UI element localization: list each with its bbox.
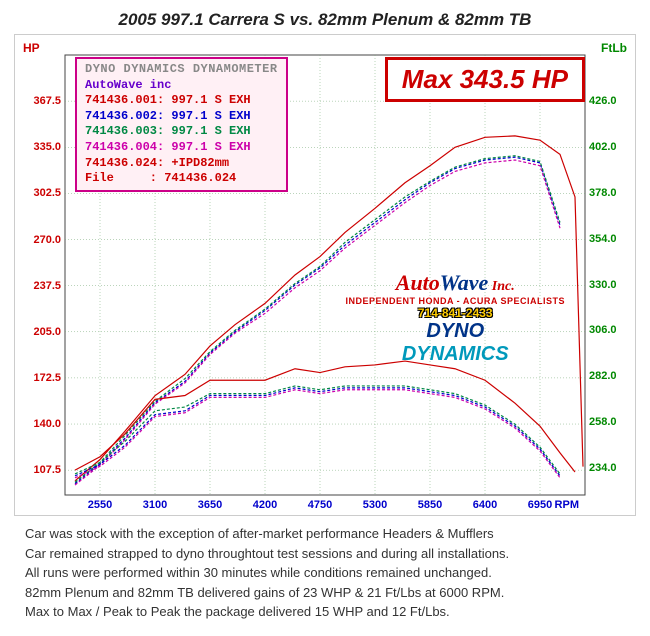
hp-tick: 335.0 <box>21 141 61 153</box>
tq-tick: 354.0 <box>589 233 629 245</box>
hp-tick: 107.5 <box>21 464 61 476</box>
legend-row: 741436.002: 997.1 S EXH <box>85 109 278 125</box>
rpm-tick: 3100 <box>143 499 167 511</box>
footer-notes: Car was stock with the exception of afte… <box>25 524 625 622</box>
tq-tick: 426.0 <box>589 95 629 107</box>
legend-row: 741436.004: 997.1 S EXH <box>85 140 278 156</box>
page-title: 2005 997.1 Carrera S vs. 82mm Plenum & 8… <box>10 10 640 30</box>
tq-tick: 306.0 <box>589 324 629 336</box>
tq-tick: 282.0 <box>589 370 629 382</box>
hp-tick: 270.0 <box>21 234 61 246</box>
legend-row: 741436.003: 997.1 S EXH <box>85 124 278 140</box>
legend-row: File : 741436.024 <box>85 171 278 187</box>
legend-title: DYNO DYNAMICS DYNAMOMETER <box>85 62 278 78</box>
hp-tick: 172.5 <box>21 372 61 384</box>
tq-tick: 234.0 <box>589 462 629 474</box>
legend-box: DYNO DYNAMICS DYNAMOMETER AutoWave inc 7… <box>75 57 288 192</box>
tq-tick: 258.0 <box>589 416 629 428</box>
rpm-tick: 6400 <box>473 499 497 511</box>
rpm-tick: 2550 <box>88 499 112 511</box>
rpm-tick: 5850 <box>418 499 442 511</box>
rpm-tick: 4750 <box>308 499 332 511</box>
rpm-axis-label: RPM <box>555 499 579 511</box>
rpm-tick: 3650 <box>198 499 222 511</box>
rpm-tick: 5300 <box>363 499 387 511</box>
legend-row: 741436.001: 997.1 S EXH <box>85 93 278 109</box>
max-hp-box: Max 343.5 HP <box>385 57 585 102</box>
footer-line: Max to Max / Peak to Peak the package de… <box>25 602 625 622</box>
hp-tick: 140.0 <box>21 418 61 430</box>
footer-line: 82mm Plenum and 82mm TB delivered gains … <box>25 583 625 603</box>
footer-line: Car was stock with the exception of afte… <box>25 524 625 544</box>
footer-line: Car remained strapped to dyno throughtou… <box>25 544 625 564</box>
tq-tick: 330.0 <box>589 279 629 291</box>
hp-tick: 205.0 <box>21 326 61 338</box>
hp-tick: 367.5 <box>21 95 61 107</box>
rpm-tick: 6950 <box>528 499 552 511</box>
legend-row: 741436.024: +IPD82mm <box>85 156 278 172</box>
dyno-chart: HP FtLb DYNO DYNAMICS DYNAMOMETER AutoWa… <box>14 34 636 516</box>
legend-subtitle: AutoWave inc <box>85 78 278 94</box>
hp-tick: 302.5 <box>21 187 61 199</box>
tq-tick: 402.0 <box>589 141 629 153</box>
footer-line: All runs were performed within 30 minute… <box>25 563 625 583</box>
rpm-tick: 4200 <box>253 499 277 511</box>
hp-tick: 237.5 <box>21 280 61 292</box>
tq-tick: 378.0 <box>589 187 629 199</box>
